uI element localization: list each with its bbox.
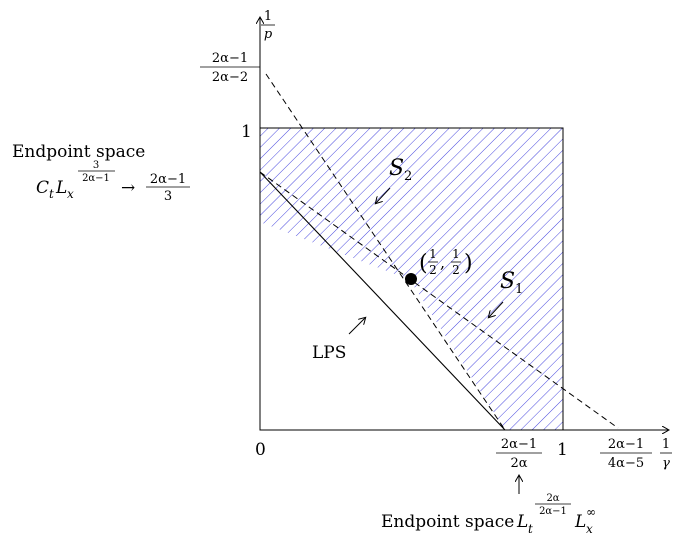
x-axis-label-den: γ [662, 456, 670, 471]
point-paren-open: ( [419, 251, 428, 276]
x-frac1-num: 2α−1 [501, 437, 537, 452]
lps-arrow [348, 318, 365, 335]
endpoint-left-val-num: 2α−1 [150, 172, 186, 187]
endpoint-bottom-x: x [586, 522, 593, 536]
lps-line [259, 171, 506, 431]
s1-label: S [500, 269, 515, 294]
endpoint-left-x: x [67, 187, 74, 201]
y-tick-one: 1 [241, 122, 252, 142]
s1-arrow [489, 301, 504, 317]
endpoint-left-t: t [49, 187, 54, 201]
point-half1-den: 2 [429, 263, 437, 277]
endpoint-bottom-t: t [528, 522, 533, 536]
y-frac-den: 2α−2 [212, 70, 248, 85]
y-frac-num: 2α−1 [212, 51, 248, 66]
endpoint-left-exp-den: 2α−1 [82, 173, 110, 184]
endpoint-left-arrow: → [121, 178, 135, 198]
endpoint-left-exp-num: 3 [93, 160, 99, 171]
endpoint-bottom-title: Endpoint space [381, 512, 514, 532]
s2-arrow [376, 187, 391, 203]
endpoint-left-val-den: 3 [164, 189, 172, 204]
endpoint-left-L: L [55, 178, 67, 198]
endpoint-bottom-inf: ∞ [586, 505, 596, 519]
lps-label: LPS [312, 343, 346, 363]
x-axis-label-num: 1 [662, 437, 670, 452]
endpoint-left-C: C [36, 178, 49, 198]
origin-label: 0 [255, 440, 266, 460]
x-frac1-den: 2α [510, 456, 527, 471]
x-frac2-den: 4α−5 [608, 456, 644, 471]
s1-dashed-line [259, 171, 619, 429]
y-axis-label-num: 1 [264, 9, 272, 24]
endpoint-bottom-L2: L [574, 512, 586, 532]
s1-subscript: 1 [515, 282, 523, 297]
point-comma: , [440, 253, 445, 272]
half-half-point [405, 273, 417, 285]
s2-label: S [389, 156, 404, 181]
x-tick-one: 1 [557, 440, 568, 460]
endpoint-bottom-exp-den: 2α−1 [539, 506, 567, 517]
s2-dashed-line [265, 73, 506, 431]
endpoint-bottom-L1: L [516, 512, 528, 532]
point-half2-den: 2 [452, 263, 460, 277]
endpoint-left-title: Endpoint space [12, 142, 145, 162]
point-half1-num: 1 [429, 247, 437, 261]
s2-subscript: 2 [404, 169, 412, 184]
point-half2-num: 1 [452, 247, 460, 261]
endpoint-bottom-exp-num: 2α [546, 493, 559, 504]
point-paren-close: ) [464, 251, 473, 276]
y-axis-label-den: p [264, 27, 273, 42]
x-frac2-num: 2α−1 [608, 437, 644, 452]
